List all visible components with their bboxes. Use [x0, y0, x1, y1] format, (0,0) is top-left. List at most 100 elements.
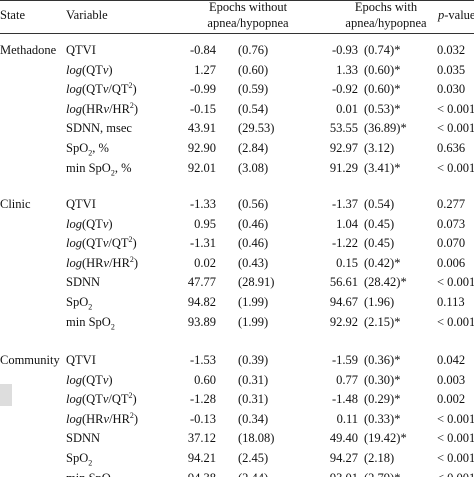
variable: QTVI [66, 197, 96, 211]
variable: SpO2, % [66, 141, 109, 158]
p-value: 0.032 [437, 43, 466, 57]
text-segment: v [102, 82, 109, 97]
text-segment: ) [132, 392, 137, 407]
p-value: 0.030 [437, 82, 466, 97]
mean-with: 91.29 [329, 160, 358, 175]
sd-without: (29.53) [238, 121, 275, 136]
sd-with: (36.89)* [364, 121, 407, 136]
text-segment: (QT [81, 372, 103, 387]
variable: log(QTv/QT2) [66, 81, 137, 97]
text-segment: log [66, 62, 82, 77]
sd-with: (0.42)* [364, 255, 401, 270]
text-segment: 2 [88, 302, 93, 312]
mean-without: 1.27 [194, 62, 216, 77]
p-value: < 0.001 [437, 314, 474, 329]
variable: log(HRv/HR2) [66, 254, 138, 270]
text-segment: v [103, 255, 110, 270]
variable: log(QTv/QT2) [66, 392, 137, 407]
text-segment: (QT [81, 82, 103, 97]
state-label: Clinic [0, 197, 31, 211]
variable: QTVI [66, 353, 96, 367]
header-p: p-value [438, 8, 474, 22]
mean-without: 94.21 [187, 451, 216, 465]
mean-with: -1.37 [331, 197, 358, 211]
p-value: 0.042 [437, 353, 466, 367]
text-segment: log [66, 372, 82, 387]
text-segment: 2 [88, 458, 93, 468]
text-segment: 2 [128, 81, 133, 91]
text-segment: 2 [110, 168, 115, 178]
text-segment: (HR [81, 411, 104, 426]
p-value: < 0.001 [437, 451, 474, 465]
state-label: Methadone [0, 43, 57, 57]
text-segment: (QT [81, 62, 103, 77]
text-segment: log [66, 236, 82, 251]
sd-with: (0.54) [364, 197, 395, 211]
sd-without: (0.46) [238, 236, 269, 251]
mean-with: 94.27 [329, 451, 358, 465]
mean-without: 0.60 [194, 372, 216, 387]
variable: QTVI [66, 43, 96, 57]
sd-without: (0.31) [238, 372, 269, 387]
text-segment: 2 [129, 254, 134, 264]
text-segment: log [66, 101, 82, 116]
mean-with: -1.48 [331, 392, 358, 407]
text-segment: log [66, 216, 82, 231]
mean-with: 56.61 [329, 275, 358, 290]
text-segment: (HR [81, 101, 104, 116]
text-segment: /HR [109, 255, 130, 270]
mean-without: 92.01 [187, 160, 216, 175]
sd-without: (0.56) [238, 197, 269, 211]
text-segment: , % [92, 141, 109, 155]
mean-without: -1.31 [189, 236, 216, 251]
mean-without: -1.33 [189, 197, 216, 211]
p-value: < 0.001 [437, 431, 474, 446]
text-segment: ) [133, 101, 139, 116]
text-segment: 2 [129, 410, 134, 420]
variable: log(QTv/QT2) [66, 236, 137, 251]
text-segment: ) [108, 216, 113, 231]
mean-with: 1.33 [336, 62, 358, 77]
text-segment: (QT [81, 392, 103, 407]
text-segment: p [438, 8, 445, 22]
header-without: apnea/hypopnea [207, 16, 289, 30]
variable: SDNN [66, 275, 101, 290]
header-state: State [0, 8, 25, 22]
mean-with: 93.01 [330, 471, 358, 477]
sd-with: (0.29)* [364, 392, 401, 407]
mean-without: 0.02 [194, 255, 216, 270]
text-segment: ) [132, 82, 137, 97]
variable: log(QTv) [66, 217, 113, 231]
p-value: < 0.001 [437, 101, 474, 116]
text-segment: min SpO [66, 160, 111, 175]
mean-with: -0.93 [331, 43, 358, 57]
sd-with: (0.45) [364, 216, 395, 231]
mean-without: 93.89 [187, 314, 216, 329]
text-segment: /HR [109, 411, 130, 426]
mean-with: 49.40 [329, 431, 358, 446]
header-variable: Variable [66, 8, 108, 22]
text-segment: 2 [88, 148, 93, 158]
p-value: 0.636 [437, 141, 466, 155]
sd-without: (0.60) [238, 62, 269, 77]
sd-with: (2.18) [364, 451, 395, 465]
text-segment: (QT [81, 236, 103, 251]
text-segment: /QT [108, 236, 129, 251]
sd-with: (1.96) [364, 295, 395, 309]
state-label: Community [0, 353, 60, 367]
variable: log(QTv) [66, 373, 113, 387]
p-value: < 0.001 [437, 121, 474, 136]
text-segment: log [66, 82, 82, 97]
text-segment: (HR [81, 255, 104, 270]
sd-without: (0.59) [238, 82, 269, 97]
p-value: 0.277 [437, 197, 466, 211]
sd-with: (3.12) [364, 141, 395, 155]
text-segment: min SpO [66, 314, 111, 329]
mean-with: 0.11 [336, 411, 358, 426]
text-segment: v [103, 101, 110, 116]
text-segment: /QT [108, 392, 129, 407]
variable: log(HRv/HR2) [66, 101, 139, 116]
text-segment: 2 [110, 322, 115, 332]
p-value: < 0.001 [437, 275, 474, 290]
mean-with: 92.97 [329, 141, 358, 155]
